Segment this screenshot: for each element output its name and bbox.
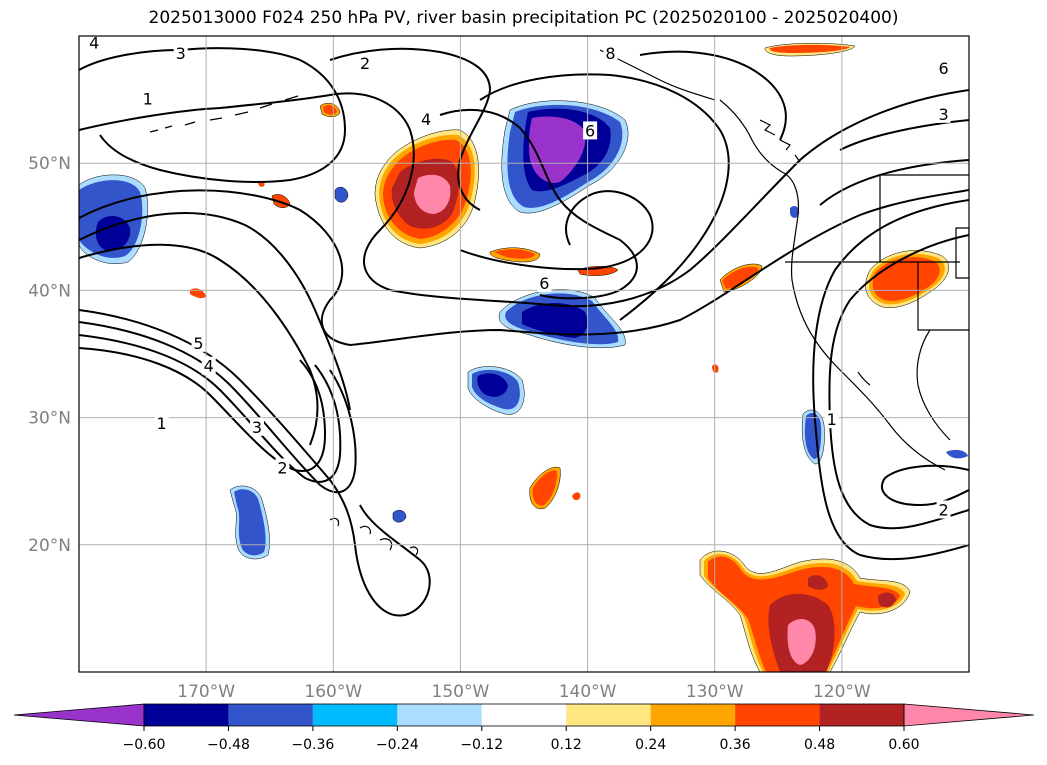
lat-tick-label: 20°N (28, 536, 71, 556)
lon-tick-label: 150°W (432, 682, 490, 702)
colorbar-tick-label: 0.60 (888, 737, 919, 753)
contour-label-bg (824, 410, 839, 429)
contour-label: 4 (89, 34, 99, 53)
contour-label-bg (250, 417, 264, 436)
lon-tick-label: 130°W (686, 682, 744, 702)
colorbar-cell (650, 704, 736, 726)
colorbar-cell (566, 704, 651, 726)
colorbar-tick-label: 0.24 (635, 737, 666, 753)
grid-lines (79, 36, 969, 672)
colorbar-cell (144, 704, 229, 726)
contour-label: 6 (938, 59, 948, 78)
colorbar-tick-label: −0.24 (376, 737, 419, 753)
colorbar-tick-label: −0.60 (123, 737, 166, 753)
colorbar-extend-min (13, 703, 145, 727)
lon-tick-label: 160°W (304, 682, 362, 702)
contour-label-bg (140, 89, 155, 108)
contour-label: 2 (277, 458, 287, 477)
colorbar-tick-label: 0.36 (720, 737, 751, 753)
contour-label-bg (201, 356, 216, 375)
colorbar: −0.60 −0.48 −0.36 −0.24 −0.12 0.12 0.24 0.36 0.4… (13, 703, 1035, 753)
lon-tick-label: 140°W (559, 682, 617, 702)
contour-label: 1 (827, 410, 837, 429)
colorbar-cell (481, 704, 567, 726)
contour-label-bg (936, 500, 951, 519)
contour-label: 3 (176, 44, 186, 63)
chart-title: 2025013000 F024 250 hPa PV, river basin … (148, 8, 899, 28)
coastlines (149, 49, 969, 556)
contour-label: 2 (938, 500, 948, 519)
colorbar-cell (397, 704, 482, 726)
lat-tick-label: 40°N (28, 281, 71, 301)
colorbar-tick-label: −0.12 (460, 737, 503, 753)
contour-label-bg (358, 53, 373, 72)
contour-label: 1 (157, 414, 167, 433)
lat-tick-label: 50°N (28, 154, 71, 174)
colorbar-tick-label: −0.36 (291, 737, 334, 753)
contour-label-bg (419, 109, 434, 128)
colorbar-tick-label: 0.12 (551, 737, 582, 753)
lon-tick-label: 120°W (813, 682, 871, 702)
contour-label: 3 (252, 418, 262, 437)
contour-label-bg (191, 333, 206, 352)
contour-label-bg (275, 458, 290, 477)
lon-tick-label: 170°W (177, 682, 235, 702)
colorbar-cell (228, 704, 313, 726)
contour-label: 4 (204, 357, 214, 376)
contour-label-bg (87, 36, 102, 52)
colorbar-tick-label: −0.48 (207, 737, 250, 753)
colorbar-extend-max (903, 703, 1035, 727)
colorbar-frame (143, 703, 905, 727)
contour-label: 5 (193, 334, 203, 353)
colorbar-tick-label: 0.48 (804, 737, 835, 753)
contour-label-bg (154, 413, 169, 432)
contour-label-bg (936, 59, 951, 78)
contour-label: 6 (585, 121, 595, 140)
contour-label-bg (936, 104, 951, 123)
contour-label-bg (603, 43, 618, 62)
contour-label: 3 (938, 105, 948, 124)
lat-tick-label: 30°N (28, 409, 71, 429)
contour-label: 4 (421, 110, 431, 129)
colorbar-cell (735, 704, 820, 726)
contour-label-bg (537, 274, 552, 293)
colorbar-cell (312, 704, 398, 726)
contour-label-bg (173, 43, 188, 62)
contour-label-bg (583, 121, 598, 140)
map-frame (78, 35, 970, 673)
contour-label: 8 (605, 44, 615, 63)
pv-contours (79, 47, 969, 617)
colorbar-cell (819, 704, 904, 726)
contour-label: 2 (360, 54, 370, 73)
contour-label: 6 (539, 274, 549, 293)
contour-label: 1 (143, 90, 153, 109)
